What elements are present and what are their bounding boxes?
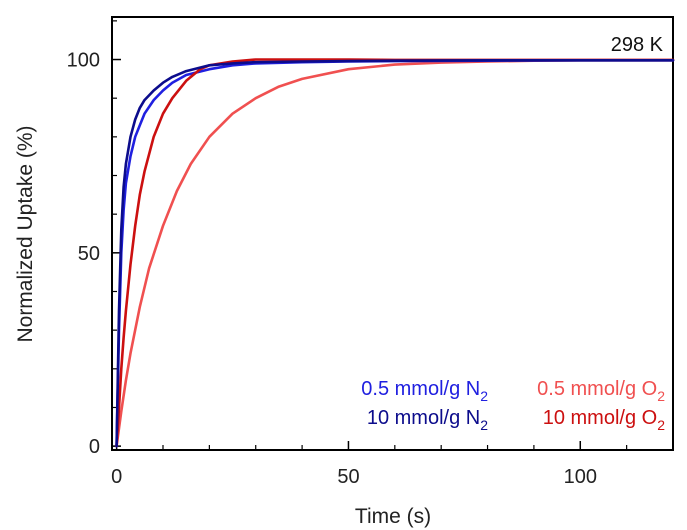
axis-ticks: 0 50 100 0 50 100 — [67, 20, 628, 488]
y-tick-label-50: 50 — [78, 243, 100, 265]
plot-frame — [111, 16, 674, 451]
legend: 0.5 mmol/g N2 0.5 mmol/g O2 10 mmol/g N2… — [361, 378, 665, 433]
y-tick-label-0: 0 — [89, 436, 100, 458]
series-line-10-mmol-g-n2 — [115, 59, 675, 448]
x-tick-label-0: 0 — [111, 466, 122, 488]
y-axis-title: Normalized Uptake (%) — [14, 125, 37, 342]
x-tick-label-100: 100 — [564, 466, 597, 488]
series-line-10-mmol-g-o2 — [115, 58, 675, 448]
y-tick-label-100: 100 — [67, 50, 100, 72]
series-lines — [115, 58, 675, 448]
temperature-annotation: 298 K — [611, 34, 664, 56]
legend-entry-10-n2: 10 mmol/g N2 — [367, 407, 488, 433]
legend-entry-10-o2: 10 mmol/g O2 — [543, 407, 665, 433]
legend-entry-0.5-n2: 0.5 mmol/g N2 — [361, 378, 488, 404]
legend-entry-0.5-o2: 0.5 mmol/g O2 — [537, 378, 665, 404]
x-tick-label-50: 50 — [337, 466, 359, 488]
x-axis-title: Time (s) — [355, 505, 431, 528]
